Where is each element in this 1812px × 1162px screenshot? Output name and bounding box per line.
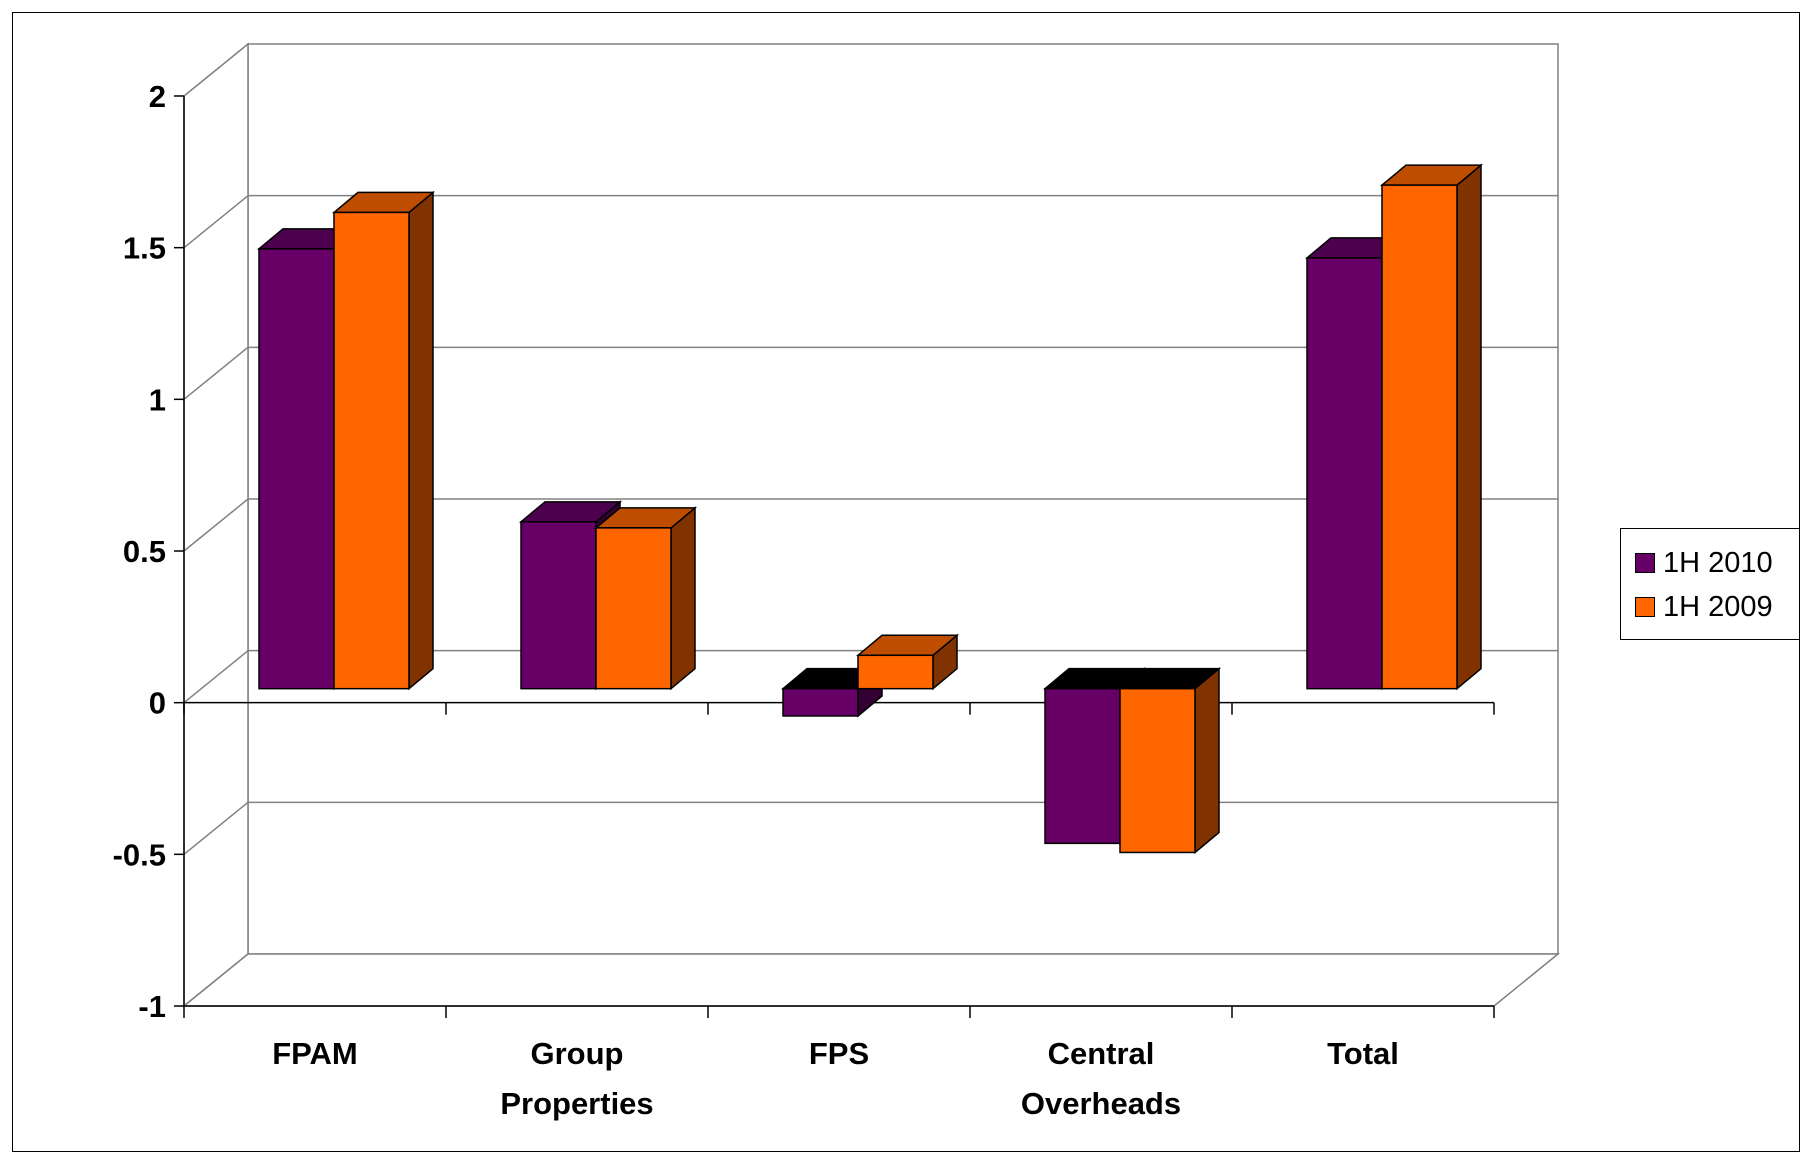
gridlines [183,194,1558,855]
bar-front [1119,687,1196,854]
bar-front [1306,257,1383,690]
bar-1h-2009-cat-0 [331,190,436,691]
legend-swatch-series-1 [1635,597,1655,617]
bar-front [595,527,672,690]
gridline-side [183,195,249,249]
bar-front [782,687,859,717]
category-label: Central [1048,1036,1155,1071]
bar-front [258,248,335,690]
bar-side [670,506,696,691]
legend: 1H 2010 1H 2009 [1620,528,1800,640]
y-tick-label: 1 [149,382,166,417]
gridline-side [183,498,249,552]
floor [181,953,1561,1007]
y-tick-label: 0 [149,686,166,721]
category-label: Total [1327,1036,1399,1071]
gridline-side [183,346,249,400]
y-tick-label: -0.5 [113,837,166,872]
category-label: Properties [500,1086,653,1121]
bar-1h-2009-cat-3 [1117,667,1222,855]
bar-1h-2009-cat-1 [593,506,698,691]
category-label: Group [531,1036,624,1071]
legend-item-series-0: 1H 2010 [1635,543,1773,583]
bar-front [1044,687,1121,845]
bar-1h-2009-cat-2 [855,633,960,691]
bar-side [1194,667,1220,855]
y-tick-labels: 2 1.5 1 0.5 0 -0.5 -1 [113,79,166,1024]
y-tick-label: 1.5 [123,231,166,266]
gridline-side [183,650,249,704]
bar-front [520,521,597,690]
category-label: FPAM [272,1036,358,1071]
bar-front [333,211,410,690]
category-labels: FPAM Group Properties FPS Central Overheads To… [272,1036,1399,1121]
bars [256,163,1484,855]
legend-item-series-1: 1H 2009 [1635,587,1773,627]
legend-label-series-1: 1H 2009 [1663,590,1773,623]
legend-swatch-series-0 [1635,553,1655,573]
bar-side [408,190,434,691]
y-tick-label: -1 [138,989,166,1024]
bar-front [1381,184,1458,690]
legend-label-series-0: 1H 2010 [1663,546,1773,579]
gridline-side [183,801,249,855]
category-label: FPS [809,1036,869,1071]
bar-1h-2009-cat-4 [1379,163,1484,691]
y-tick-label: 2 [149,79,166,114]
category-label: Overheads [1021,1086,1181,1121]
bar-side [1456,163,1482,691]
y-tick-label: 0.5 [123,534,166,569]
bar-front [857,654,934,690]
